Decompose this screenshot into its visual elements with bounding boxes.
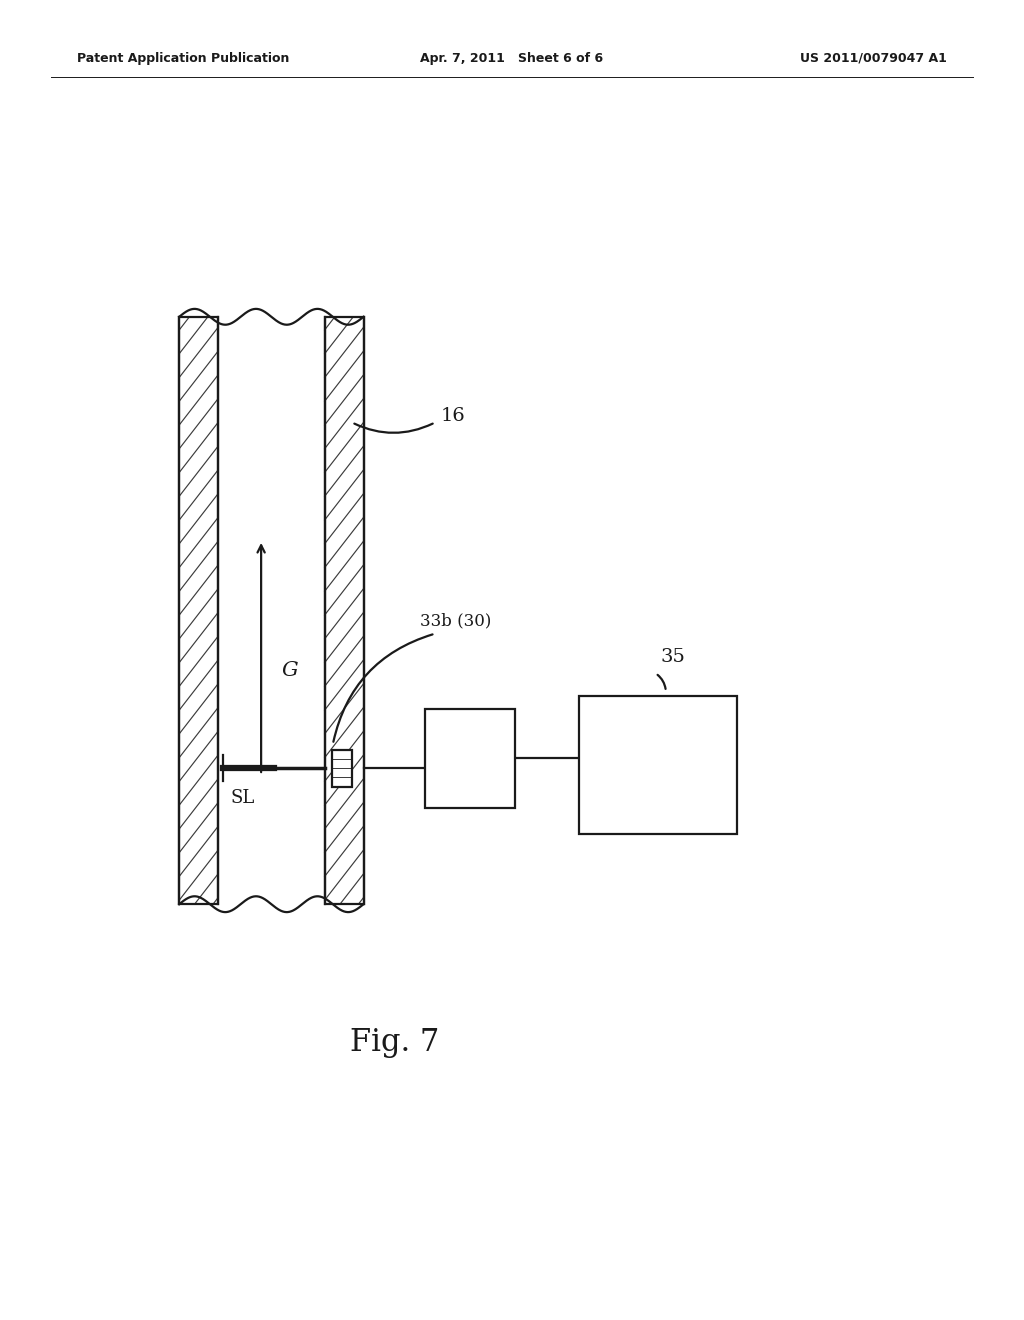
Bar [425, 709, 515, 808]
Text: 33b (30): 33b (30) [420, 612, 492, 628]
Text: US 2011/0079047 A1: US 2011/0079047 A1 [801, 51, 947, 65]
Text: Apr. 7, 2011   Sheet 6 of 6: Apr. 7, 2011 Sheet 6 of 6 [421, 51, 603, 65]
Bar [325, 317, 364, 904]
Bar [579, 696, 737, 834]
Text: Fig. 7: Fig. 7 [349, 1027, 439, 1059]
Bar [179, 317, 218, 904]
Text: 35: 35 [660, 648, 685, 667]
Text: G: G [282, 661, 298, 680]
Bar [332, 750, 352, 787]
Text: SL: SL [230, 789, 255, 808]
Text: 16: 16 [440, 407, 465, 425]
Text: Patent Application Publication: Patent Application Publication [77, 51, 289, 65]
